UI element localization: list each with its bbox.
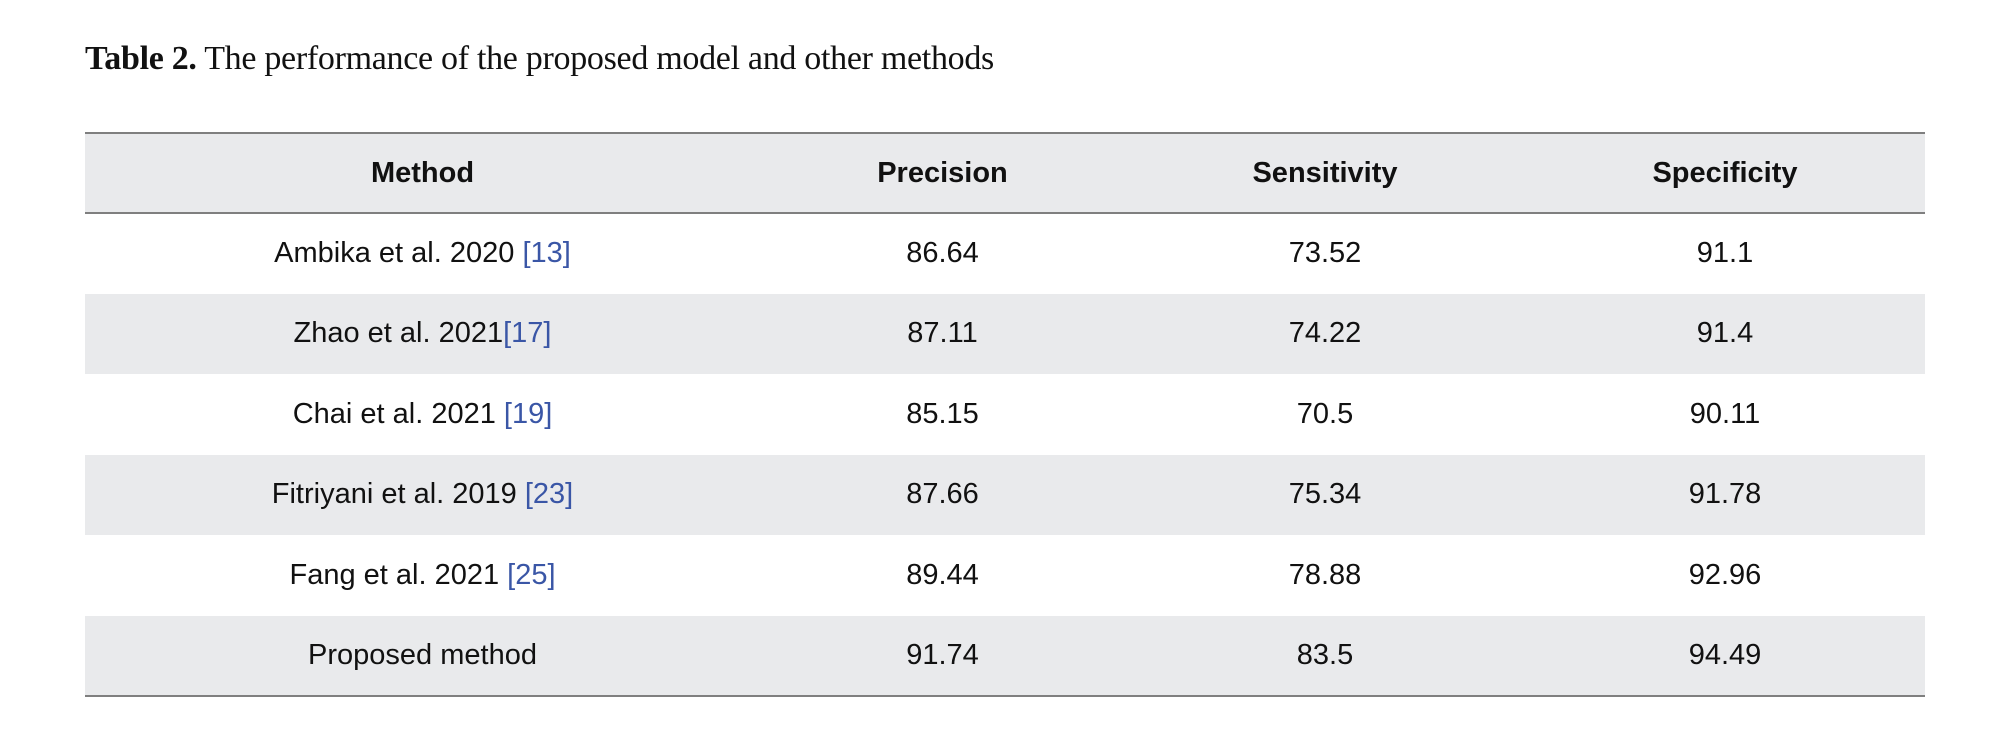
table-row: Zhao et al. 2021[17] 87.11 74.22 91.4	[85, 293, 1925, 375]
specificity-cell: 94.49	[1688, 638, 1762, 671]
method-name: Chai et al. 2021	[292, 397, 504, 430]
reference-link[interactable]: [19]	[503, 397, 553, 430]
specificity-cell: 91.1	[1696, 237, 1754, 270]
precision-cell: 86.64	[906, 237, 979, 270]
sensitivity-cell: 75.34	[1288, 478, 1362, 511]
specificity-cell: 92.96	[1688, 558, 1762, 591]
reference-link[interactable]: [25]	[507, 558, 556, 591]
sensitivity-cell: 74.22	[1288, 317, 1362, 350]
table-row-proposed: Proposed method 91.74 83.5 94.49	[85, 615, 1925, 697]
header-precision: Precision	[877, 156, 1008, 189]
precision-cell: 91.74	[906, 638, 979, 671]
header-method: Method	[370, 156, 475, 189]
sensitivity-cell: 83.5	[1296, 638, 1354, 671]
method-cell: Proposed method	[85, 616, 760, 697]
caption-label: Table 2.	[85, 40, 197, 77]
precision-cell: 87.66	[906, 478, 979, 511]
specificity-cell: 91.78	[1688, 478, 1762, 511]
sensitivity-cell: 73.52	[1288, 237, 1362, 270]
method-cell: Fang et al. 2021 [25]	[85, 535, 760, 616]
header-specificity: Specificity	[1652, 156, 1798, 189]
method-name: Proposed method	[308, 638, 537, 671]
reference-link[interactable]: [13]	[522, 237, 571, 270]
table-row: Chai et al. 2021 [19] 85.15 70.5 90.11	[85, 374, 1925, 455]
performance-table: Method Precision Sensitivity Specificity…	[85, 132, 1925, 697]
specificity-cell: 90.11	[1689, 397, 1761, 430]
method-cell: Fitriyani et al. 2019 [23]	[85, 455, 760, 536]
precision-cell: 85.15	[906, 397, 979, 430]
method-name: Fang et al. 2021	[289, 558, 508, 591]
header-sensitivity: Sensitivity	[1252, 156, 1398, 189]
reference-link[interactable]: [17]	[503, 317, 552, 350]
table-row: Fang et al. 2021 [25] 89.44 78.88 92.96	[85, 535, 1925, 616]
table-header-row: Method Precision Sensitivity Specificity	[85, 133, 1925, 213]
table-caption: Table 2. The performance of the proposed…	[85, 40, 994, 78]
precision-cell: 89.44	[906, 558, 979, 591]
table-row: Fitriyani et al. 2019 [23] 87.66 75.34 9…	[85, 454, 1925, 536]
method-cell: Ambika et al. 2020 [13]	[85, 213, 760, 294]
sensitivity-cell: 70.5	[1296, 397, 1354, 430]
method-cell: Chai et al. 2021 [19]	[85, 374, 760, 455]
reference-link[interactable]: [23]	[524, 478, 574, 511]
precision-cell: 87.11	[907, 317, 978, 350]
table-row: Ambika et al. 2020 [13] 86.64 73.52 91.1	[85, 213, 1925, 294]
specificity-cell: 91.4	[1696, 317, 1754, 350]
method-name: Fitriyani et al. 2019	[271, 478, 525, 511]
method-name: Zhao et al. 2021	[293, 317, 504, 350]
sensitivity-cell: 78.88	[1288, 558, 1362, 591]
caption-text: The performance of the proposed model an…	[196, 40, 994, 77]
method-cell: Zhao et al. 2021[17]	[85, 294, 760, 375]
method-name: Ambika et al. 2020	[274, 237, 523, 270]
